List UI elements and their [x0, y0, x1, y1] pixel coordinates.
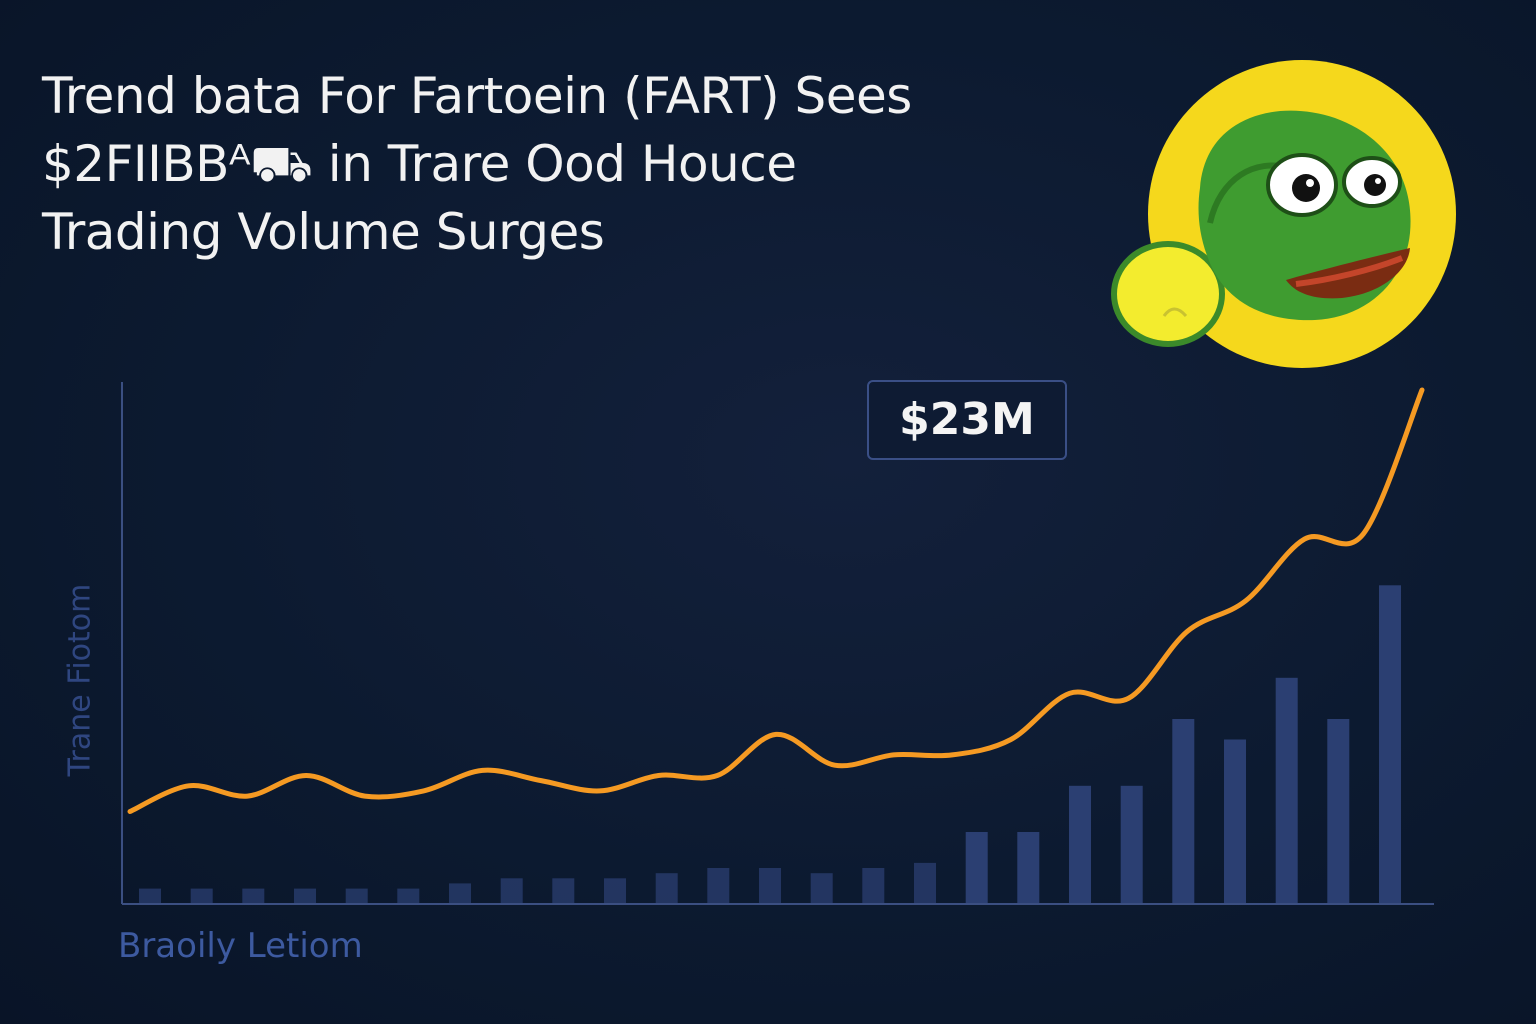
bar-mark [190, 888, 213, 904]
bar-mark [965, 832, 988, 904]
chart-title: Trend bata For Fartoein (FART) Sees $2FI… [42, 62, 1082, 266]
bar-mark [810, 873, 833, 904]
bar-mark [1379, 585, 1401, 904]
bar-mark [1069, 785, 1091, 904]
bar-mark [500, 878, 523, 904]
title-line-1: Trend bata For Fartoein (FART) Sees [42, 67, 912, 125]
line-series [127, 387, 1425, 814]
bar-mark [1275, 677, 1298, 904]
bar-mark [552, 878, 575, 904]
bar-mark [655, 873, 678, 904]
bar-mark [604, 878, 626, 904]
bar-mark [139, 888, 161, 904]
bar-mark [862, 868, 885, 904]
bar-mark [397, 888, 420, 904]
bar-mark [242, 888, 265, 904]
bar-mark [294, 888, 316, 904]
bar-mark [345, 888, 368, 904]
bar-mark [1120, 785, 1143, 904]
value-callout: $23M [867, 380, 1067, 460]
title-line-2: $2FIIBBᴬ⛟ in Trare Ood Houce [42, 135, 797, 193]
y-axis-label: Trane Fiotom [62, 583, 98, 777]
bar-mark [449, 883, 471, 904]
x-axis-label: Braoily Letiom [118, 926, 363, 966]
bar-mark [707, 868, 730, 904]
frog-face-coin-icon [1111, 60, 1456, 368]
bar-mark [1224, 739, 1246, 904]
bar-mark [914, 862, 936, 904]
bar-mark [1017, 832, 1040, 904]
bar-mark [1327, 719, 1350, 904]
bar-series [139, 585, 1401, 904]
title-line-3: Trading Volume Surges [42, 203, 605, 261]
bar-mark [759, 868, 781, 904]
bar-mark [1172, 719, 1195, 904]
